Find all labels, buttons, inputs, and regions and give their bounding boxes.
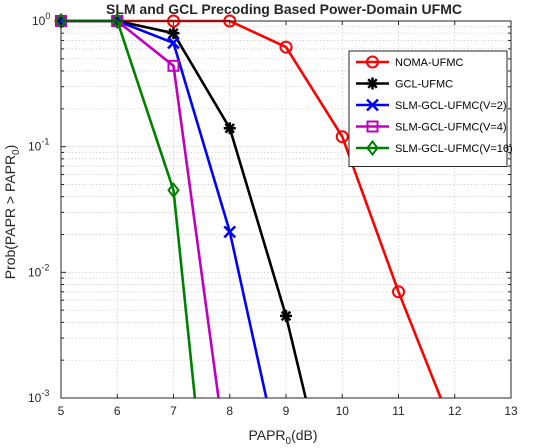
legend-item: GCL-UFMC — [356, 77, 453, 91]
data-point — [110, 13, 124, 30]
data-point — [280, 309, 292, 322]
legend-label: SLM-GCL-UFMC(V=2) — [395, 100, 507, 112]
legend-item: SLM-GCL-UFMC(V=2) — [356, 98, 507, 112]
legend-marker — [366, 120, 379, 133]
data-point — [223, 225, 237, 239]
y-tick-label: 10-1 — [28, 137, 49, 154]
x-tick-label: 12 — [448, 404, 462, 418]
legend-label: NOMA-UFMC — [395, 57, 463, 69]
x-tick-label: 9 — [283, 404, 290, 418]
legend-item: SLM-GCL-UFMC(V=4) — [356, 120, 507, 134]
legend-label: GCL-UFMC — [395, 79, 453, 91]
data-point — [167, 182, 180, 199]
y-tick-label-base: 10 — [28, 265, 42, 279]
legend-marker — [366, 77, 379, 90]
data-point — [223, 122, 236, 135]
y-axis-label-sub: 0 — [11, 149, 22, 155]
x-tick-label: 10 — [336, 404, 350, 418]
legend-marker — [366, 139, 379, 157]
x-tick-label: 11 — [392, 404, 405, 418]
x-tick-label: 7 — [170, 404, 177, 418]
x-tick-label: 6 — [114, 404, 121, 418]
y-tick-label: 100 — [32, 11, 50, 28]
data-point — [392, 285, 405, 299]
y-tick-label-exponent: 0 — [45, 11, 50, 21]
y-tick-label-base: 10 — [28, 391, 42, 405]
y-axis-label-prefix: Prob(PAPR > PAPR — [2, 155, 18, 279]
legend-item: NOMA-UFMC — [356, 55, 463, 69]
x-tick-label: 5 — [58, 404, 65, 418]
legend-label: SLM-GCL-UFMC(V=4) — [395, 122, 507, 134]
data-point — [279, 40, 293, 54]
y-tick-label-base: 10 — [32, 14, 46, 28]
x-axis-label-suffix: (dB) — [291, 427, 317, 443]
legend-label: SLM-GCL-UFMC(V=16) — [395, 143, 513, 155]
data-point — [167, 36, 180, 50]
legend: NOMA-UFMC GCL-UFMC SLM-GCL-UFMC(V=2) SLM-GC… — [348, 50, 513, 167]
legend-marker — [366, 55, 379, 69]
y-tick-label: 10-2 — [28, 262, 49, 279]
y-tick-label-exponent: -1 — [41, 137, 49, 147]
y-axis-label: Prob(PAPR > PAPR0) — [2, 145, 22, 280]
x-tick-label: 13 — [504, 404, 518, 418]
x-axis-label-main: PAPR — [248, 427, 285, 443]
x-axis-label-sub: 0 — [286, 436, 292, 447]
y-tick-label-exponent: -2 — [41, 262, 49, 272]
legend-marker — [366, 98, 379, 112]
chart-title: SLM and GCL Precoding Based Power-Domain… — [106, 1, 462, 17]
legend-item: SLM-GCL-UFMC(V=16) — [356, 139, 513, 157]
data-point — [335, 130, 349, 144]
data-point — [167, 59, 180, 72]
x-axis-label: PAPR0(dB) — [248, 427, 317, 447]
data-point — [167, 27, 180, 40]
x-tick-label: 8 — [226, 404, 233, 418]
y-tick-label-base: 10 — [28, 140, 42, 154]
y-tick-label-exponent: -3 — [41, 388, 49, 398]
y-tick-label: 10-3 — [28, 388, 49, 405]
y-axis-label-suffix: ) — [2, 145, 18, 150]
